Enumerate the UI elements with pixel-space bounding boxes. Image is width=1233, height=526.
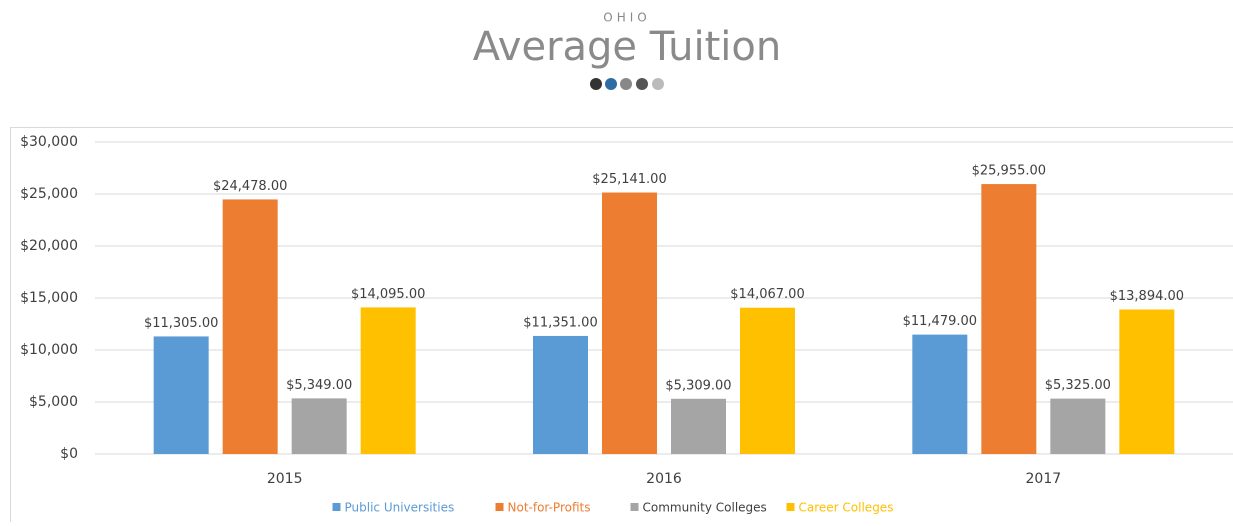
value-label: $5,349.00 [286, 378, 352, 393]
legend-swatch [787, 503, 795, 511]
dot [652, 78, 664, 90]
legend-label: Public Universities [345, 501, 455, 515]
chart-title: Average Tuition [473, 24, 781, 70]
bar [740, 308, 795, 454]
y-tick-label: $30,000 [20, 134, 78, 150]
bar [154, 336, 209, 454]
value-label: $13,894.00 [1110, 289, 1184, 304]
value-label: $11,351.00 [523, 315, 597, 330]
value-label: $5,325.00 [1045, 378, 1111, 393]
legend-label: Community Colleges [643, 501, 767, 515]
x-tick-label: 2015 [267, 471, 303, 487]
bar [671, 399, 726, 454]
dot [620, 78, 632, 90]
value-label: $24,478.00 [213, 179, 287, 194]
decor-dots [590, 78, 664, 90]
y-tick-label: $25,000 [20, 186, 78, 202]
bar [1050, 399, 1105, 454]
x-tick-label: 2017 [1026, 471, 1062, 487]
y-tick-label: $20,000 [20, 238, 78, 254]
bar [981, 184, 1036, 454]
dot [590, 78, 602, 90]
value-label: $25,141.00 [592, 172, 666, 187]
x-tick-label: 2016 [646, 471, 682, 487]
value-label: $11,479.00 [903, 314, 977, 329]
bar [912, 335, 967, 454]
y-tick-label: $15,000 [20, 290, 78, 306]
value-label: $25,955.00 [972, 164, 1046, 179]
bar [292, 398, 347, 454]
value-label: $11,305.00 [144, 316, 218, 331]
y-tick-label: $0 [60, 446, 78, 462]
y-tick-label: $5,000 [29, 394, 78, 410]
legend-label: Not-for-Profits [508, 501, 591, 515]
value-label: $5,309.00 [665, 378, 731, 393]
bar [223, 199, 278, 454]
legend-swatch [631, 503, 639, 511]
value-label: $14,095.00 [351, 287, 425, 302]
bar [361, 307, 416, 454]
bar [1119, 310, 1174, 454]
dot [636, 78, 648, 90]
legend-label: Career Colleges [799, 501, 894, 515]
legend-swatch [496, 503, 504, 511]
legend-swatch [333, 503, 341, 511]
bar [602, 193, 657, 454]
value-label: $14,067.00 [730, 287, 804, 302]
dot [605, 78, 617, 90]
supertitle: OHIO [603, 11, 650, 25]
bar [533, 336, 588, 454]
y-tick-label: $10,000 [20, 342, 78, 358]
